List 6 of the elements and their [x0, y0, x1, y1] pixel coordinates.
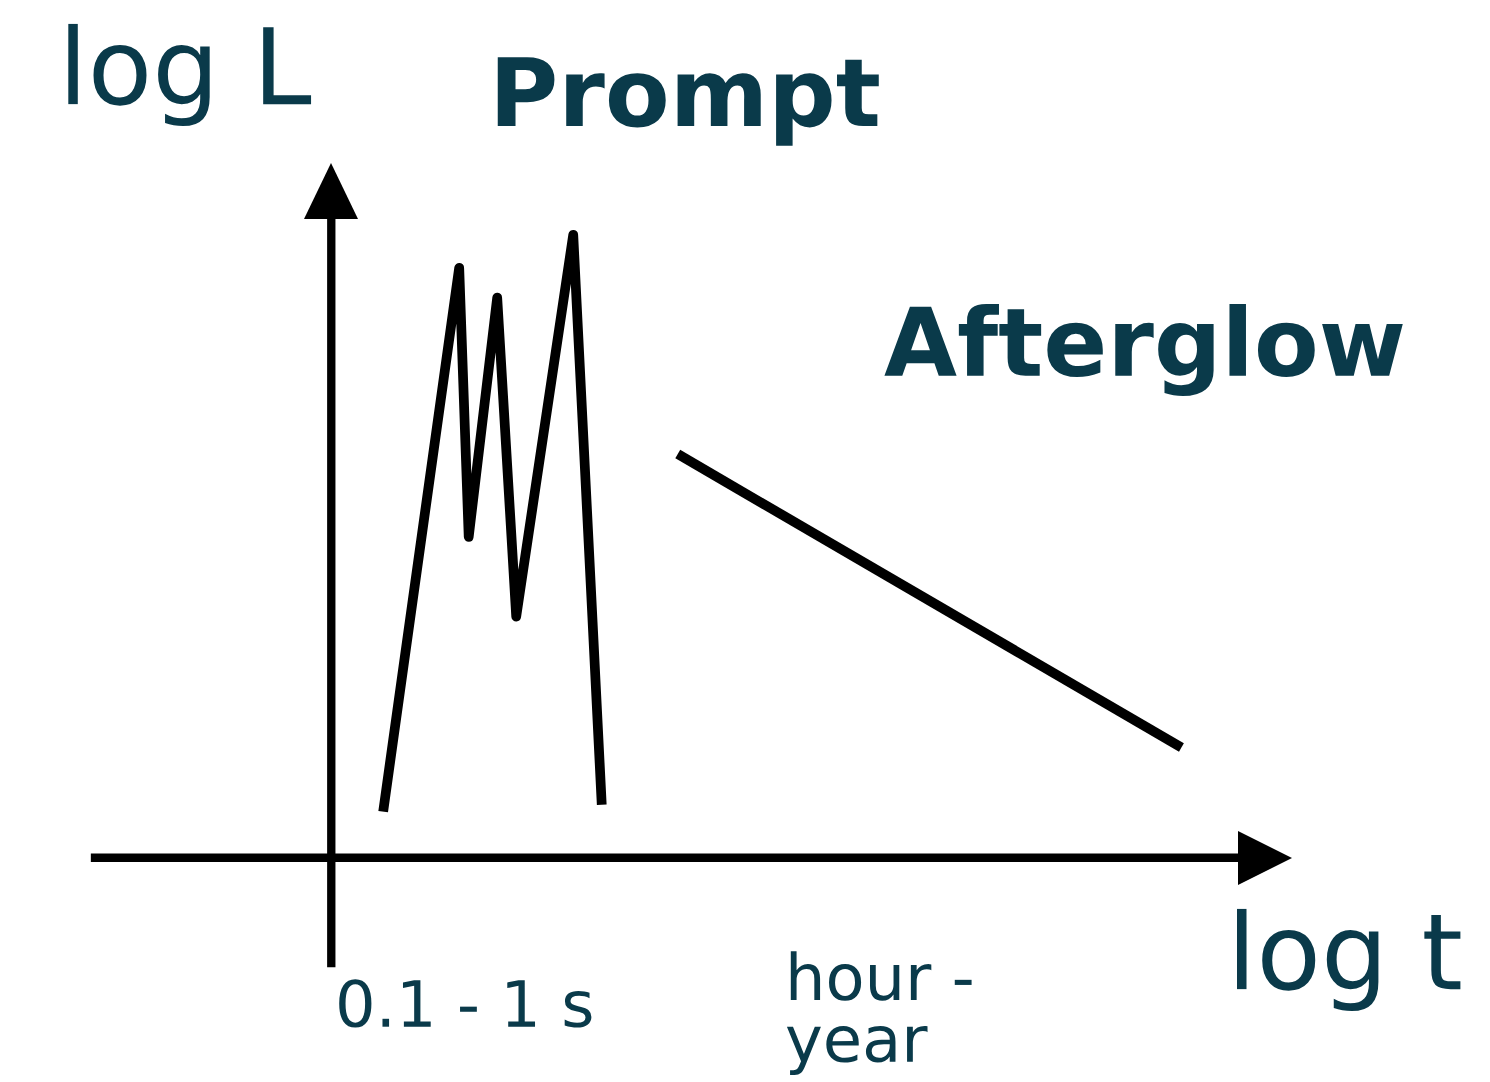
- x-axis-title: log t: [1237, 908, 1461, 1012]
- series-label: Prompt: [497, 57, 879, 146]
- text: hour - year: [786, 951, 972, 1075]
- y-axis-title: log L: [68, 23, 312, 127]
- series-label: Afterglow: [884, 303, 1403, 397]
- text: 0.1 - 1 s: [339, 979, 592, 1028]
